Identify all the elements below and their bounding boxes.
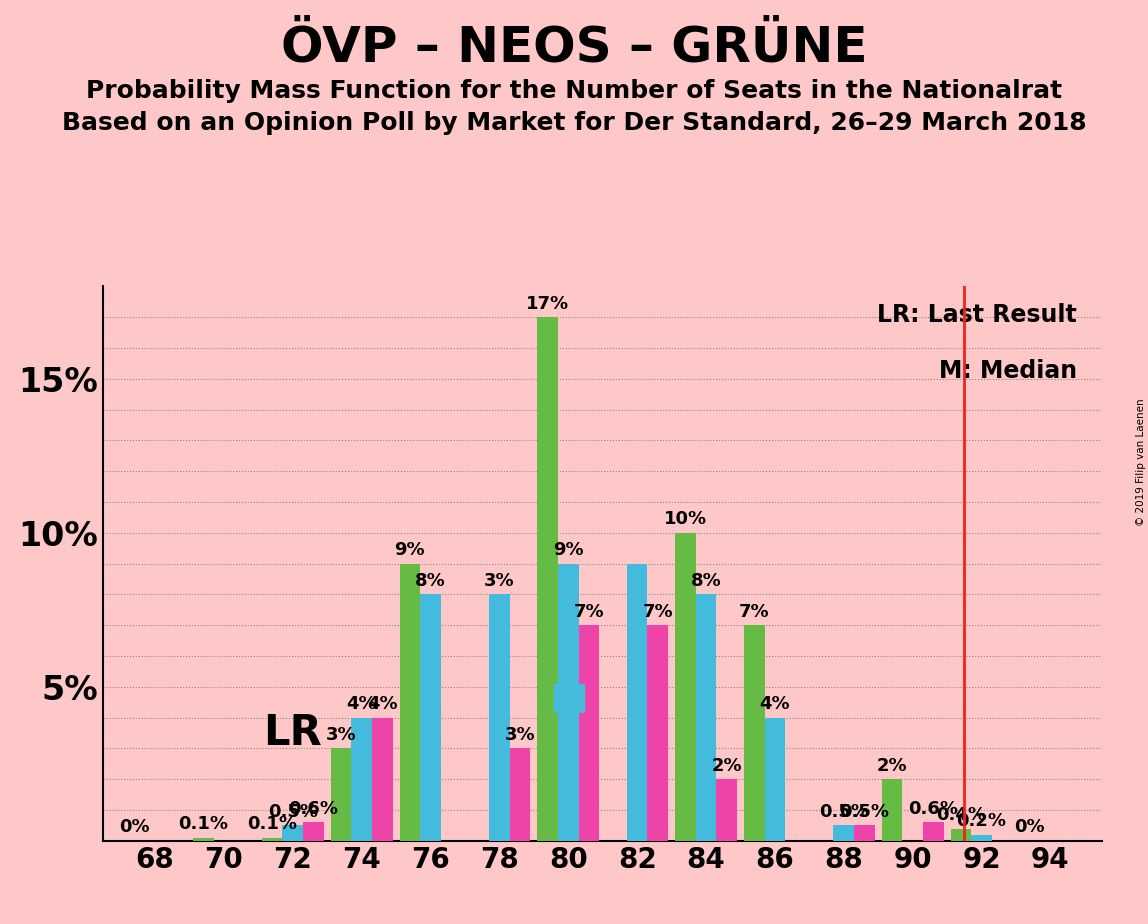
Text: 0%: 0%	[1015, 819, 1045, 836]
Text: 7%: 7%	[739, 602, 769, 621]
Bar	[372, 718, 393, 841]
Bar	[331, 748, 351, 841]
Bar	[262, 838, 282, 841]
Bar	[579, 626, 599, 841]
Bar	[420, 594, 441, 841]
Text: 2%: 2%	[712, 757, 742, 774]
Text: ÖVP – NEOS – GRÜNE: ÖVP – NEOS – GRÜNE	[281, 23, 867, 71]
Text: 8%: 8%	[691, 572, 721, 590]
Bar	[510, 748, 530, 841]
Text: 17%: 17%	[526, 295, 569, 312]
Text: M: Median: M: Median	[939, 359, 1077, 383]
Text: 4%: 4%	[760, 695, 790, 713]
Text: 0.5%: 0.5%	[267, 803, 318, 821]
Text: Probability Mass Function for the Number of Seats in the Nationalrat: Probability Mass Function for the Number…	[86, 79, 1062, 103]
Text: © 2019 Filip van Laenen: © 2019 Filip van Laenen	[1135, 398, 1146, 526]
Text: 7%: 7%	[574, 602, 604, 621]
Text: Based on an Opinion Poll by Market for Der Standard, 26–29 March 2018: Based on an Opinion Poll by Market for D…	[62, 111, 1086, 135]
Text: 0.4%: 0.4%	[936, 806, 986, 824]
Text: 0%: 0%	[119, 819, 149, 836]
Text: 0.5%: 0.5%	[839, 803, 890, 821]
Bar	[696, 594, 716, 841]
Text: 10%: 10%	[664, 510, 707, 529]
Text: 3%: 3%	[505, 726, 535, 744]
Bar	[351, 718, 372, 841]
Text: 2%: 2%	[877, 757, 907, 774]
Text: 0.2%: 0.2%	[956, 812, 1007, 830]
Text: 0.5%: 0.5%	[819, 803, 869, 821]
Text: 4%: 4%	[367, 695, 397, 713]
Text: 0.1%: 0.1%	[178, 815, 228, 833]
Text: LR: LR	[263, 712, 323, 754]
Bar	[765, 718, 785, 841]
Text: 0.6%: 0.6%	[288, 800, 339, 818]
Text: 3%: 3%	[484, 572, 514, 590]
Bar	[400, 564, 420, 841]
Bar	[303, 822, 324, 841]
Text: M: M	[549, 683, 588, 722]
Text: LR: Last Result: LR: Last Result	[877, 303, 1077, 327]
Text: 3%: 3%	[326, 726, 356, 744]
Bar	[716, 779, 737, 841]
Bar	[951, 829, 971, 841]
Text: 0.1%: 0.1%	[247, 815, 297, 833]
Bar	[675, 533, 696, 841]
Bar	[627, 564, 647, 841]
Bar	[489, 594, 510, 841]
Bar	[537, 317, 558, 841]
Bar	[647, 626, 668, 841]
Bar	[282, 825, 303, 841]
Bar	[744, 626, 765, 841]
Text: 0.6%: 0.6%	[908, 800, 959, 818]
Bar	[971, 834, 992, 841]
Bar	[558, 564, 579, 841]
Text: 9%: 9%	[553, 541, 583, 559]
Text: 7%: 7%	[643, 602, 673, 621]
Bar	[833, 825, 854, 841]
Text: 4%: 4%	[347, 695, 377, 713]
Text: 8%: 8%	[416, 572, 445, 590]
Bar	[882, 779, 902, 841]
Bar	[923, 822, 944, 841]
Text: 9%: 9%	[395, 541, 425, 559]
Bar	[193, 838, 214, 841]
Bar	[854, 825, 875, 841]
